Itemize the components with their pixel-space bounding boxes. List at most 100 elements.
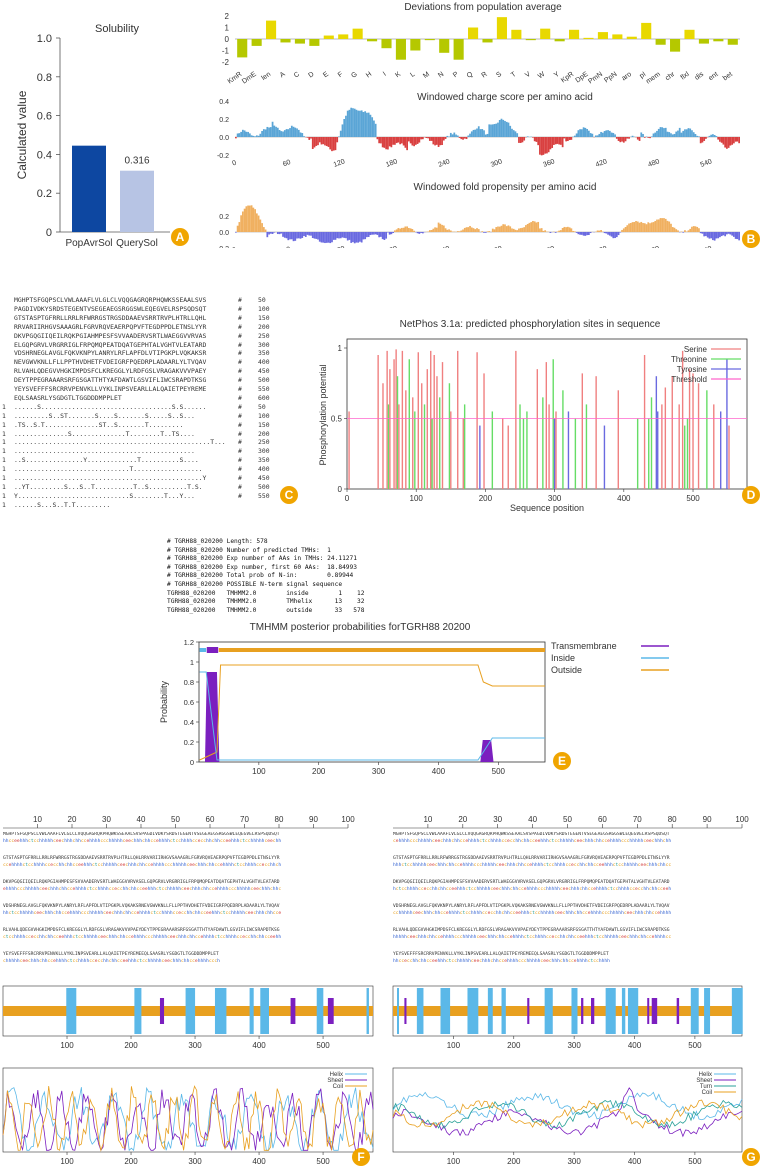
fold-bar xyxy=(577,232,580,235)
deviation-bar xyxy=(540,28,551,39)
ss-track-helix xyxy=(704,988,711,1034)
fold-bar xyxy=(460,230,463,232)
netphos-seq-hash: # xyxy=(238,340,242,349)
solubility-bar xyxy=(120,170,154,232)
charge-bar xyxy=(535,137,538,142)
netphos-seq-line: DKVPGQGIIQEILRQKPGIAHMPESFSVVAADERVSRTLW… xyxy=(14,331,207,340)
fold-bar xyxy=(699,232,702,234)
charge-bar xyxy=(573,135,576,137)
ss-profile-line xyxy=(392,1087,743,1138)
fold-bar xyxy=(252,207,255,232)
charge-bar xyxy=(726,137,728,149)
charge-bar xyxy=(603,131,606,137)
charge-bar xyxy=(507,122,510,137)
fold-bar xyxy=(303,232,305,236)
ss-track-xtick-label: 400 xyxy=(252,1041,266,1050)
charge-bar xyxy=(320,137,323,145)
fold-bar xyxy=(317,232,319,240)
netphos-site-index: 1 xyxy=(2,474,6,482)
ss-track-sheet xyxy=(527,998,530,1024)
charge-bar xyxy=(484,134,487,137)
fold-bar xyxy=(477,229,480,232)
ss-sequence-line: YEYSVEFFFSRCRRVPENVKLLVYKLINPSVEARLLALQA… xyxy=(393,952,609,957)
tmhmm-xtick-label: 100 xyxy=(252,767,266,776)
charge-bar xyxy=(306,137,309,138)
charge-bar xyxy=(673,133,676,137)
charge-bar xyxy=(371,117,374,137)
fold-xtick-label: 420 xyxy=(595,245,608,248)
tmhmm-text-line: # TGRH88_020200 Total prob of N-in: 0.89… xyxy=(167,572,354,580)
fold-bar xyxy=(435,227,438,232)
charge-bar xyxy=(366,112,368,137)
charge-bar xyxy=(668,132,671,137)
charge-bar xyxy=(425,137,428,139)
charge-bar xyxy=(387,137,389,150)
charge-bar xyxy=(271,121,274,137)
fold-bar xyxy=(664,218,667,232)
solubility-ytick-label: 0.6 xyxy=(37,111,52,123)
charge-bar xyxy=(477,126,480,137)
netphos-chart: NetPhos 3.1a: predicted phosphorylation … xyxy=(318,319,748,513)
fold-bar xyxy=(631,222,634,232)
netphos-site-hash: # xyxy=(238,447,242,456)
charge-bar xyxy=(467,135,470,137)
fold-bar xyxy=(247,205,249,232)
ss-track-helix xyxy=(571,988,578,1034)
charge-bar xyxy=(656,130,658,137)
fold-bar xyxy=(703,232,706,237)
fold-bar xyxy=(563,226,566,232)
charge-bar xyxy=(563,137,566,139)
ss-track-coil xyxy=(393,1006,742,1016)
ss-track-helix xyxy=(214,988,227,1034)
netphos-seq-line: ELGQPGRVLVRGRRIGLFRPQMQPEATDQATGEPHTALVG… xyxy=(14,340,207,349)
charge-bar xyxy=(678,127,681,137)
charge-bar xyxy=(491,124,494,137)
fold-bar xyxy=(245,206,248,232)
netphos-site-position: 400 xyxy=(258,465,270,474)
charge-bar xyxy=(587,130,590,137)
charge-bar xyxy=(395,137,398,144)
netphos-site-line: ........................................… xyxy=(14,438,226,447)
charge-bar xyxy=(311,137,314,150)
charge-bar xyxy=(469,133,471,137)
fold-bar xyxy=(696,226,699,232)
charge-title: Windowed charge score per amino acid xyxy=(417,92,593,103)
fold-bar xyxy=(255,213,258,232)
ss-track-helix xyxy=(185,988,196,1034)
deviation-label: DpE xyxy=(574,71,589,85)
charge-bar xyxy=(486,133,489,137)
ss-track-xtick-label: 100 xyxy=(60,1041,74,1050)
charge-bar xyxy=(287,129,290,137)
deviations-title: Deviations from population average xyxy=(404,2,562,13)
charge-bar xyxy=(357,110,360,137)
charge-bar xyxy=(380,137,382,144)
fold-bar xyxy=(374,232,377,235)
charge-ytick-label: -0.2 xyxy=(217,153,229,160)
fold-bar xyxy=(441,224,443,232)
fold-bar xyxy=(497,226,499,232)
charge-bar xyxy=(273,125,276,137)
charge-bar xyxy=(399,137,402,145)
charge-bar xyxy=(280,131,283,137)
charge-bar xyxy=(580,129,583,137)
charge-bar xyxy=(561,137,564,148)
ss-track-xtick-label: 500 xyxy=(688,1041,702,1050)
netphos-ytick-label: 0 xyxy=(338,485,343,494)
deviation-label: KmR xyxy=(227,71,244,86)
fold-bar xyxy=(526,223,529,232)
fold-bar xyxy=(413,230,415,232)
solubility-ylabel: Calculated value xyxy=(15,90,29,179)
solubility-value-label: 0.316 xyxy=(124,156,149,167)
deviation-label: C xyxy=(293,71,301,80)
fold-bar xyxy=(505,226,508,232)
fold-bar xyxy=(736,232,739,240)
netphos-site-position: 550 xyxy=(258,491,270,500)
fold-bar xyxy=(273,232,276,233)
ss-track-helix xyxy=(487,988,493,1034)
fold-bar xyxy=(657,219,660,232)
charge-bar xyxy=(352,108,354,137)
fold-bar xyxy=(476,228,478,232)
ss-sequence-line: VDSHRNEGLAVGLFQKVKNPYLANRYLRFLAPFDLVTIPG… xyxy=(393,904,670,909)
ss-ruler-label: 10 xyxy=(423,815,432,824)
charge-bar xyxy=(738,137,740,144)
